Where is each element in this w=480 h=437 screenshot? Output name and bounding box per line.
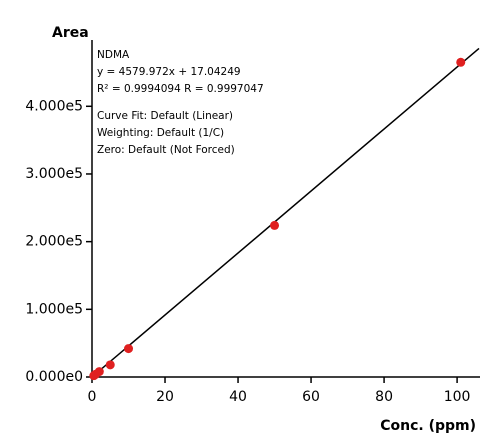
x-tick-label: 0 bbox=[88, 389, 97, 405]
x-tick-label: 60 bbox=[302, 389, 320, 405]
annotation: NDMA bbox=[97, 49, 130, 61]
data-point bbox=[456, 57, 466, 67]
y-tick-label: 4.000e5 bbox=[25, 98, 83, 114]
y-tick-label: 0.000e0 bbox=[25, 369, 83, 385]
y-tick-label: 1.000e5 bbox=[25, 301, 83, 317]
data-point bbox=[94, 367, 104, 377]
data-point bbox=[105, 360, 115, 370]
x-axis-label: Conc. (ppm) bbox=[380, 418, 476, 434]
data-point bbox=[270, 220, 280, 230]
annotation: Curve Fit: Default (Linear) bbox=[97, 110, 233, 122]
x-tick-label: 40 bbox=[229, 389, 247, 405]
annotation: R² = 0.9994094 R = 0.9997047 bbox=[97, 83, 264, 95]
y-tick-label: 3.000e5 bbox=[25, 166, 83, 182]
y-axis-label: Area bbox=[52, 25, 89, 41]
annotation: Weighting: Default (1/C) bbox=[97, 127, 224, 139]
x-tick-label: 100 bbox=[444, 389, 471, 405]
y-tick-label: 2.000e5 bbox=[25, 234, 83, 250]
x-tick-label: 80 bbox=[375, 389, 393, 405]
fit-line bbox=[91, 47, 480, 378]
annotation: Zero: Default (Not Forced) bbox=[97, 144, 235, 156]
data-point bbox=[124, 344, 134, 354]
annotation: y = 4579.972x + 17.04249 bbox=[97, 66, 241, 78]
x-tick-label: 20 bbox=[156, 389, 174, 405]
